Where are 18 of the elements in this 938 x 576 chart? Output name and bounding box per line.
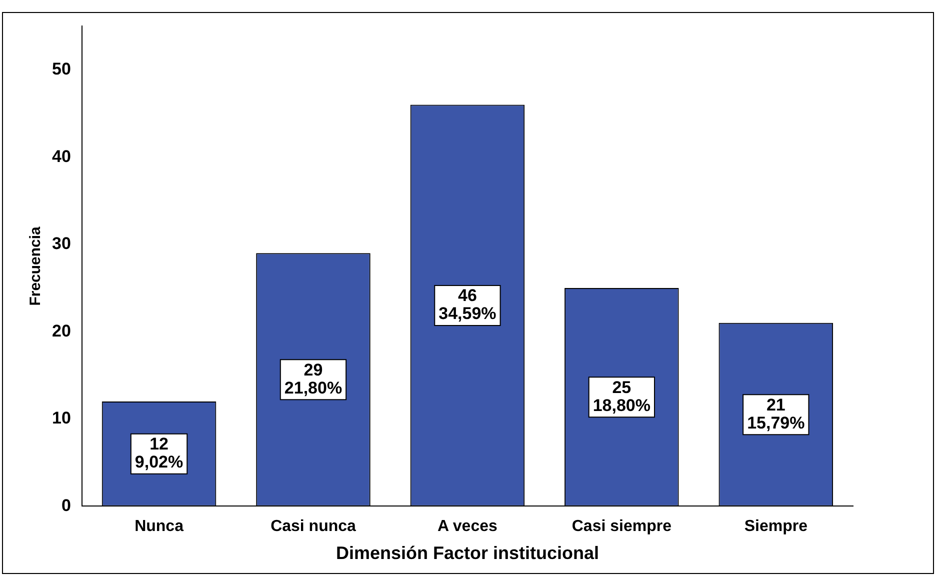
data-label: 12 9,02% <box>134 434 184 472</box>
x-tick-label: A veces <box>438 518 498 536</box>
y-tick-label: 30 <box>52 234 71 254</box>
x-tick-label: Casi siempre <box>572 518 672 536</box>
y-tick-label: 20 <box>52 321 71 340</box>
x-tick-label: Siempre <box>744 518 808 536</box>
data-label: 25 18,80% <box>592 378 651 415</box>
y-tick-label: 40 <box>52 146 71 166</box>
y-tick-label: 10 <box>52 408 71 428</box>
y-tick-label: 0 <box>61 496 71 515</box>
y-axis-title: Frecuencia <box>27 226 44 306</box>
data-label: 29 21,80% <box>284 360 342 398</box>
x-axis-title: Dimensión Factor institucional <box>336 543 599 564</box>
data-label: 46 34,59% <box>438 286 496 324</box>
x-tick-label: Nunca <box>134 518 184 536</box>
data-label: 21 15,79% <box>747 395 805 432</box>
y-tick-label: 50 <box>52 60 71 79</box>
x-tick-label: Casi nunca <box>270 518 356 536</box>
